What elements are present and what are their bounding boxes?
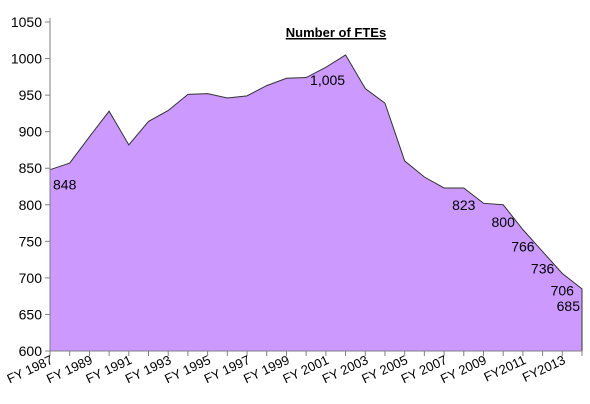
data-label: 736	[531, 261, 555, 277]
chart-title: Number of FTEs	[286, 25, 386, 40]
data-label: 1,005	[310, 72, 345, 88]
y-tick-label: 650	[19, 306, 43, 322]
y-tick-label: 1000	[11, 51, 42, 67]
y-tick-label: 600	[19, 343, 43, 359]
y-tick-label: 850	[19, 160, 43, 176]
fte-area	[49, 54, 583, 352]
data-label: 848	[53, 177, 77, 193]
data-label: 766	[511, 239, 535, 255]
data-label: 800	[492, 214, 516, 230]
x-tick-label: FY2011	[481, 352, 528, 384]
data-label: 706	[551, 283, 575, 299]
y-tick-label: 900	[19, 124, 43, 140]
y-tick-label: 950	[19, 87, 43, 103]
y-tick-label: 800	[19, 197, 43, 213]
data-label: 823	[452, 197, 476, 213]
x-tick-label: FY 2009	[438, 352, 489, 386]
data-label: 685	[557, 298, 581, 314]
y-tick-label: 700	[19, 270, 43, 286]
axes-layer	[45, 18, 583, 356]
y-tick-labels: 600 650 700 750 800 850 900 950 1000 1050	[11, 14, 42, 359]
x-tick-label: FY2013	[520, 352, 568, 385]
y-tick-label: 750	[19, 233, 43, 249]
y-tick-label: 1050	[11, 14, 42, 30]
area-layer	[49, 54, 583, 352]
